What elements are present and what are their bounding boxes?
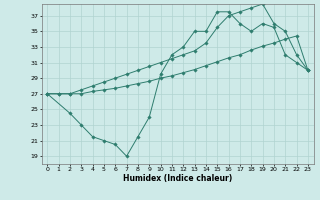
X-axis label: Humidex (Indice chaleur): Humidex (Indice chaleur) bbox=[123, 174, 232, 183]
